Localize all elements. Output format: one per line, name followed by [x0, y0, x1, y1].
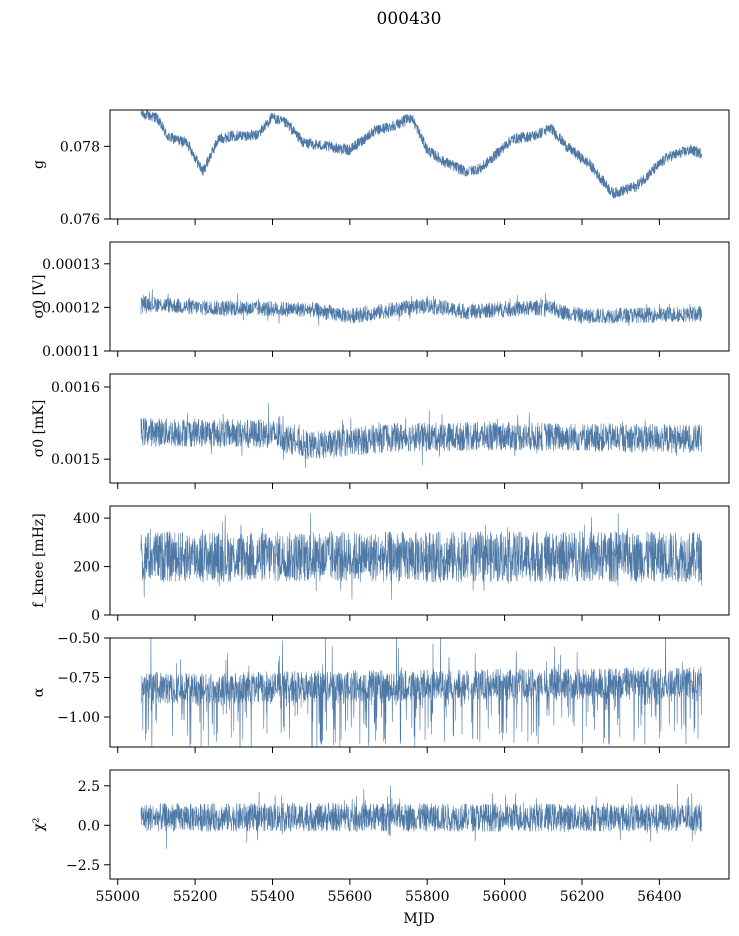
y-axis-label-sigma0_mk: σ0 [mK]	[31, 400, 47, 458]
chart-title: 000430	[377, 9, 442, 29]
series-line-g	[140, 110, 703, 199]
panel-sigma0_v: 0.00011 0.00012 0.00013 σ0 [V]	[31, 241, 730, 360]
y-axis-label-chi2: χ²	[31, 817, 47, 831]
x-tick-label: 56200	[560, 889, 605, 905]
x-tick-label: 55200	[173, 889, 218, 905]
x-tick-label: 56400	[637, 889, 682, 905]
axes-frame-alpha	[109, 637, 730, 748]
y-axis-label-alpha: α	[31, 687, 47, 697]
y-axis-label-g: g	[31, 160, 47, 169]
axes-frame-g	[109, 109, 730, 220]
panel-g: 0.076 0.078 g	[31, 109, 730, 228]
y-tick-label-chi2: −2.5	[66, 858, 100, 874]
y-tick-label-sigma0_v: 0.00013	[42, 257, 100, 273]
series-line-sigma0_mk	[140, 402, 703, 468]
axes-frame-chi2	[109, 769, 730, 880]
y-axis-label-sigma0_v: σ0 [V]	[31, 275, 47, 319]
x-tick-label: 55400	[250, 889, 295, 905]
y-tick-label-fknee: 0	[91, 608, 100, 624]
x-tick-label: 56000	[482, 889, 527, 905]
y-tick-label-sigma0_mk: 0.0015	[51, 452, 100, 468]
y-tick-label-alpha: −0.75	[57, 670, 100, 686]
x-tick-label: 55000	[95, 889, 140, 905]
axes-frame-fknee	[109, 505, 730, 616]
y-tick-label-alpha: −0.50	[57, 631, 100, 647]
y-tick-label-sigma0_v: 0.00011	[42, 344, 100, 360]
y-tick-label-chi2: 2.5	[78, 779, 100, 795]
axes-frame-sigma0_v	[109, 241, 730, 352]
y-tick-label-sigma0_mk: 0.0016	[51, 380, 100, 396]
series-line-fknee	[140, 513, 703, 600]
y-tick-label-fknee: 200	[73, 560, 100, 576]
y-tick-label-chi2: 0.0	[78, 818, 100, 834]
x-tick-label: 55800	[405, 889, 450, 905]
x-tick-label: 55600	[328, 889, 373, 905]
y-tick-label-sigma0_v: 0.00012	[42, 300, 100, 316]
series-line-sigma0_v	[140, 289, 703, 326]
y-axis-label-fknee: f_knee [mHz]	[31, 513, 47, 608]
y-tick-label-g: 0.078	[60, 139, 100, 155]
series-line-alpha	[140, 638, 703, 747]
panel-chi2: −2.5 0.0 2.5 χ² 55000 55200 55400 55600 55800 560…	[31, 769, 730, 905]
y-tick-label-alpha: −1.00	[57, 710, 100, 726]
y-tick-label-g: 0.076	[60, 212, 100, 228]
y-tick-label-fknee: 400	[73, 511, 100, 527]
panel-alpha: −1.00 −0.75 −0.50 α	[31, 631, 730, 753]
axes-frame-sigma0_mk	[109, 373, 730, 484]
x-axis-label: MJD	[403, 911, 434, 927]
panel-fknee: 0 200 400 f_knee [mHz]	[31, 505, 730, 624]
series-line-chi2	[140, 784, 703, 849]
